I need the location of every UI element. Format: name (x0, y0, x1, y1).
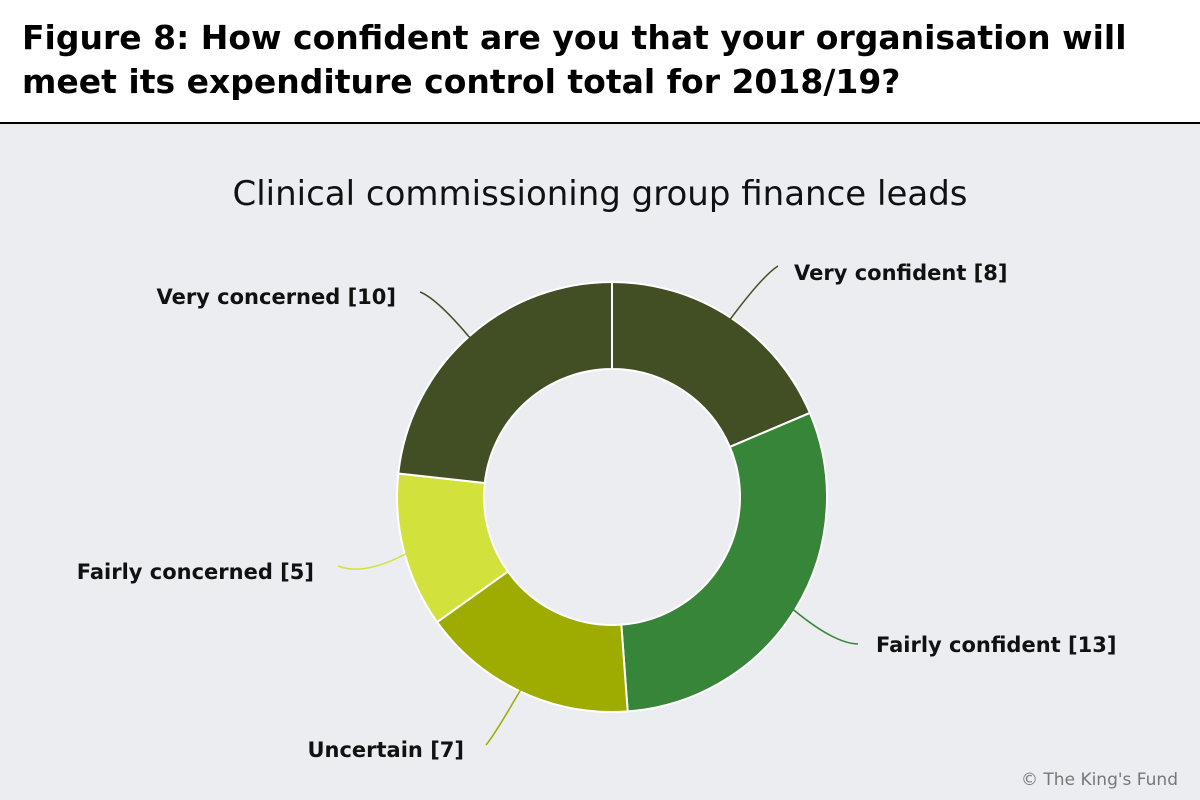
leader-line-5 (419, 291, 478, 347)
figure-title-line-2: meet its expenditure control total for 2… (22, 62, 901, 101)
copyright-credit: © The King's Fund (1021, 770, 1178, 790)
figure-header: Figure 8: How confident are you that you… (0, 0, 1200, 123)
donut-slice-5 (397, 280, 613, 485)
leader-line-2 (784, 602, 859, 645)
figure-title: Figure 8: How confident are you that you… (22, 16, 1127, 104)
donut-slice-1 (611, 280, 812, 449)
figure-title-line-1: Figure 8: How confident are you that you… (22, 18, 1127, 57)
slice-label-3: Uncertain [7] (307, 738, 464, 762)
slice-label-5: Very concerned [10] (156, 285, 396, 309)
slice-label-4: Fairly concerned [5] (77, 560, 314, 584)
header-divider (0, 122, 1200, 124)
slice-label-2: Fairly confident [13] (876, 633, 1116, 657)
leader-line-3 (485, 680, 527, 746)
leader-line-4 (337, 547, 416, 570)
slice-label-1: Very confident [8] (794, 261, 1007, 285)
donut-slice-2 (620, 411, 828, 713)
chart-title: Clinical commissioning group finance lea… (232, 174, 968, 214)
leader-line-1 (723, 265, 779, 329)
